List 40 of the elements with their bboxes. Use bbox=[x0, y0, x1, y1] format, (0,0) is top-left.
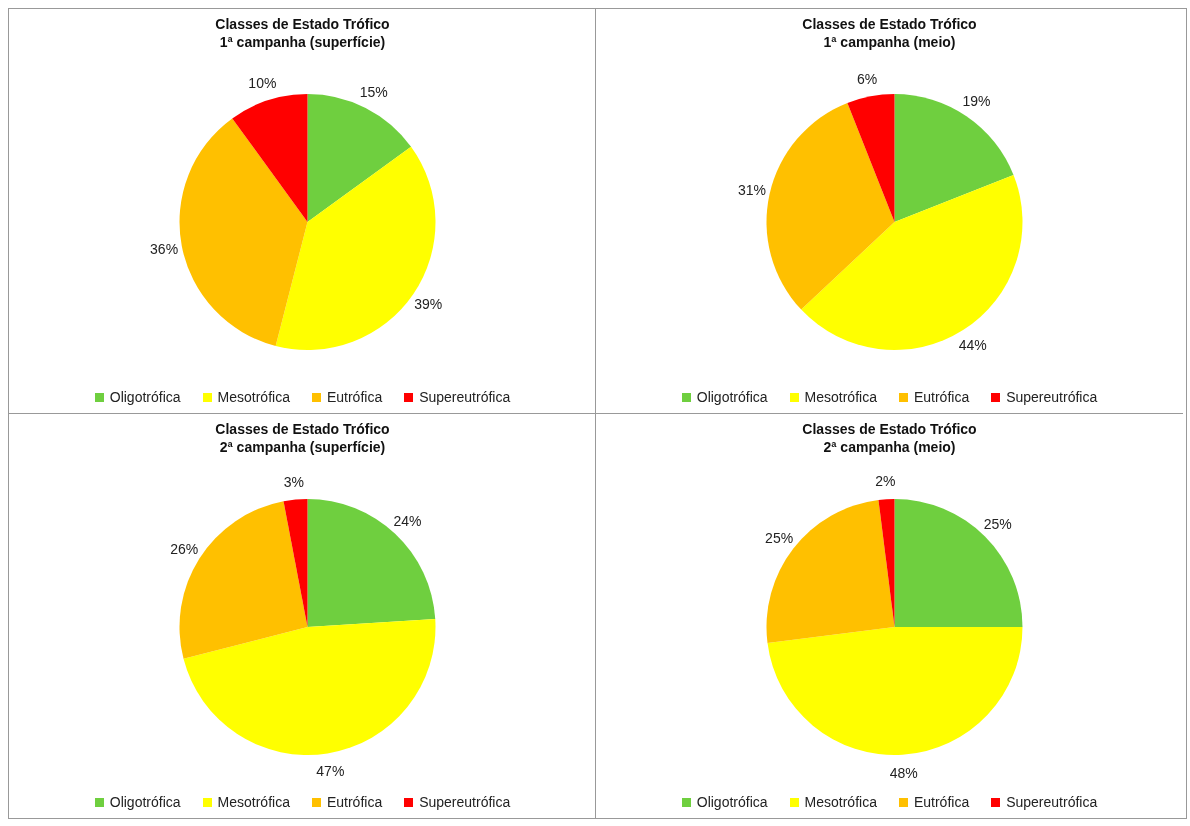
data-label: 6% bbox=[857, 70, 878, 87]
data-label: 3% bbox=[283, 473, 304, 490]
legend-label: Oligotrófica bbox=[109, 794, 181, 810]
legend-label: Supereutrófica bbox=[1006, 389, 1098, 405]
legend-label: Supereutrófica bbox=[419, 389, 511, 405]
data-label: 25% bbox=[765, 529, 794, 546]
data-label: 47% bbox=[316, 763, 345, 780]
legend-label: Oligotrófica bbox=[696, 794, 768, 810]
chart-title: Classes de Estado Trófico bbox=[801, 420, 978, 438]
data-label: 31% bbox=[738, 182, 767, 199]
chart-subtitle: 2ª campanha (meio) bbox=[822, 438, 957, 456]
chart-title: Classes de Estado Trófico bbox=[801, 15, 978, 33]
chart-title: Classes de Estado Trófico bbox=[214, 15, 391, 33]
data-label: 36% bbox=[150, 241, 179, 258]
data-label: 26% bbox=[170, 540, 199, 557]
chart-subtitle: 1ª campanha (superfície) bbox=[218, 33, 387, 51]
legend-label: Mesotrófica bbox=[804, 794, 877, 810]
data-label: 19% bbox=[962, 93, 991, 110]
legend-label: Mesotrófica bbox=[217, 794, 290, 810]
legend-label: Mesotrófica bbox=[804, 389, 877, 405]
chart-subtitle: 2ª campanha (superfície) bbox=[218, 438, 387, 456]
data-label: 15% bbox=[359, 83, 388, 100]
data-label: 44% bbox=[958, 337, 987, 354]
data-label: 2% bbox=[875, 473, 896, 490]
chart-subtitle: 1ª campanha (meio) bbox=[822, 33, 957, 51]
data-label: 39% bbox=[414, 296, 443, 313]
legend-label: Mesotrófica bbox=[217, 389, 290, 405]
data-label: 10% bbox=[248, 75, 277, 92]
data-label: 25% bbox=[983, 515, 1012, 532]
legend-label: Oligotrófica bbox=[696, 389, 768, 405]
legend-label: Eutrófica bbox=[913, 389, 970, 405]
legend-label: Oligotrófica bbox=[109, 389, 181, 405]
legend-label: Eutrófica bbox=[326, 794, 383, 810]
legend-label: Eutrófica bbox=[913, 794, 970, 810]
legend-label: Eutrófica bbox=[326, 389, 383, 405]
chart-title: Classes de Estado Trófico bbox=[214, 420, 391, 438]
data-label: 48% bbox=[889, 764, 918, 781]
legend-label: Supereutrófica bbox=[1006, 794, 1098, 810]
legend-label: Supereutrófica bbox=[419, 794, 511, 810]
data-label: 24% bbox=[393, 512, 422, 529]
